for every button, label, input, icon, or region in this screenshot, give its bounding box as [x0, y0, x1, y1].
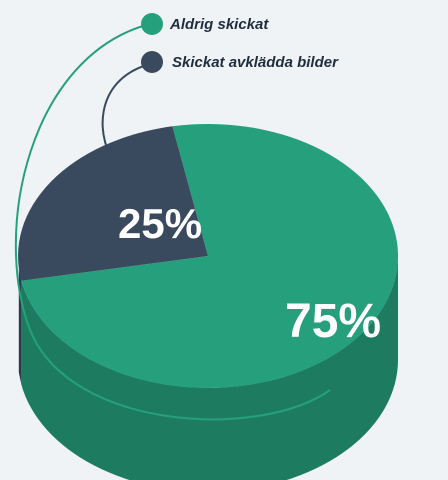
legend-dot-aldrig	[141, 13, 163, 35]
connector-line-skickat	[101, 63, 151, 169]
legend-label-skickat: Skickat avklädda bilder	[172, 54, 339, 71]
legend-dot-skickat	[141, 51, 163, 73]
data-label-aldrig: 75%	[285, 295, 381, 348]
data-label-skickat: 25%	[118, 200, 202, 247]
slice-skickat-avkladda	[18, 126, 209, 281]
slice-side-aldrig	[21, 256, 398, 480]
connector-line-aldrig	[14, 23, 331, 421]
legend-label-aldrig: Aldrig skickat	[169, 16, 269, 33]
slice-aldrig-skickat	[21, 123, 399, 388]
